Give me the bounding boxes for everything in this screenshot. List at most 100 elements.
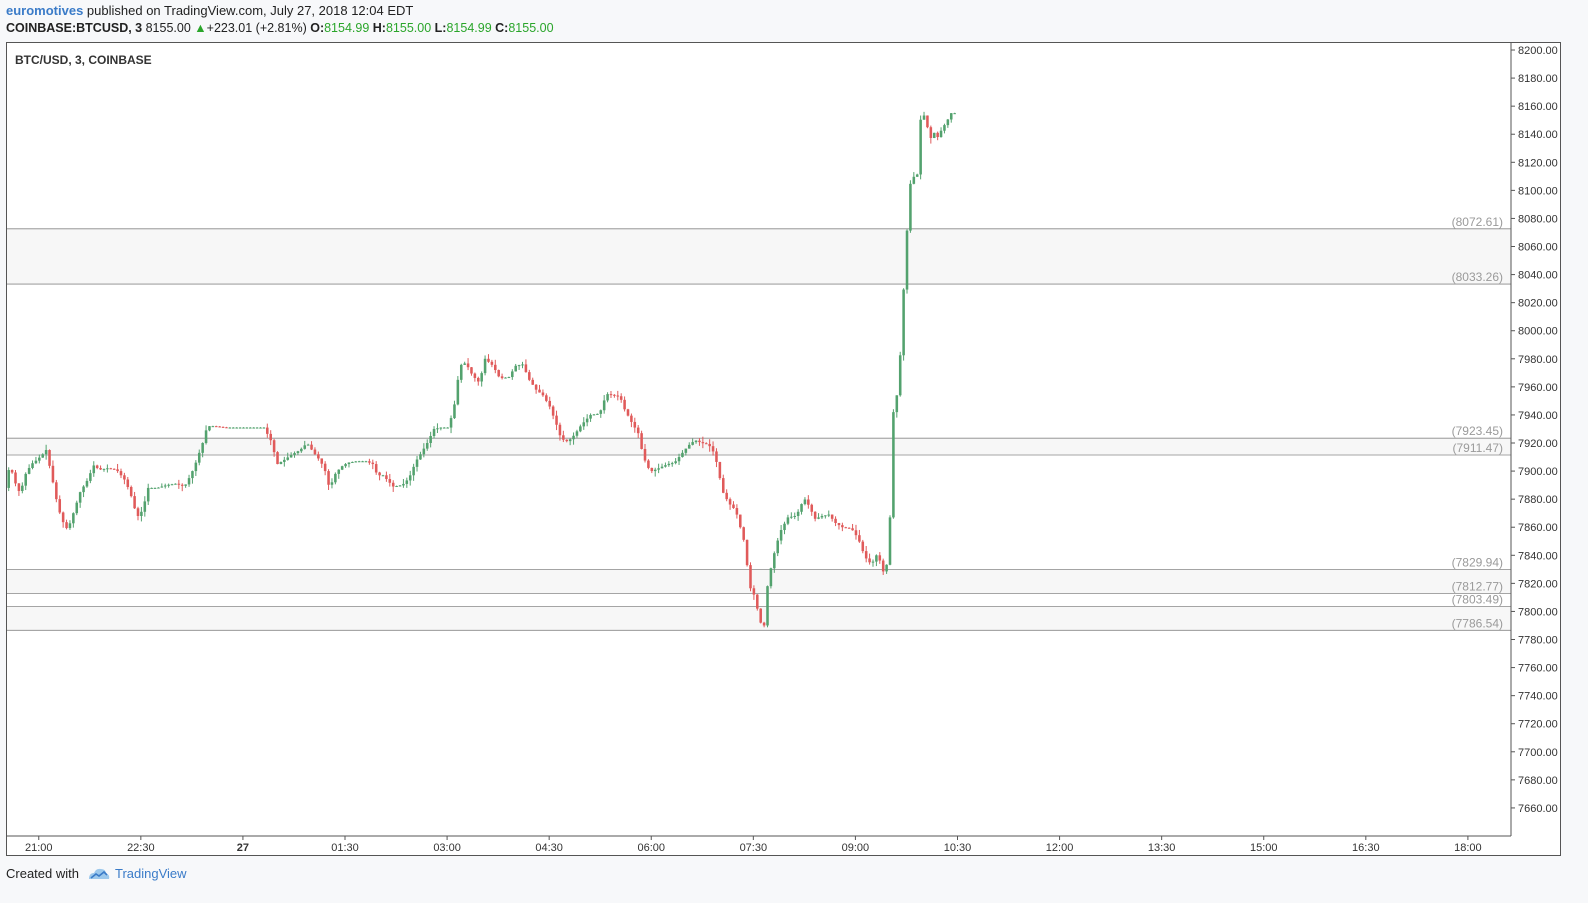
candle-body [905,230,909,290]
candle-body [357,461,361,463]
candle-body [575,431,579,436]
y-tick-label: 7800.00 [1518,606,1558,618]
candle-body [446,427,449,429]
candle-body [398,485,402,487]
candle-body [89,473,92,481]
y-tick-label: 7860.00 [1518,522,1558,534]
y-tick-label: 7880.00 [1518,494,1558,506]
level-label: (8072.61) [1452,215,1503,229]
candle-body [494,364,497,371]
candle-body [892,412,895,518]
candle-body [228,427,232,429]
candle-body [388,479,392,483]
candle-body [871,561,875,563]
candle-body [419,454,422,460]
candle-body [898,355,902,396]
y-tick-label: 7960.00 [1518,382,1558,394]
candle-body [44,450,48,455]
x-tick-label: 21:00 [25,842,53,854]
candle-body [555,415,558,425]
candle-body [55,482,58,500]
candle-body [803,499,807,505]
candle-body [126,479,130,487]
candle-body [245,427,249,429]
candle-body [830,514,834,519]
candle-body [153,487,157,489]
candle-body [841,525,844,528]
candle-body [936,132,939,138]
author-link[interactable]: euromotives [6,3,84,18]
x-tick-label: 06:00 [637,842,665,854]
y-tick-label: 7680.00 [1518,775,1558,787]
candle-body [10,470,14,473]
candle-body [487,358,490,362]
y-tick-label: 7920.00 [1518,438,1558,450]
candle-body [340,466,344,470]
candle-body [51,465,55,483]
candle-body [259,427,262,429]
candle-body [534,384,538,390]
y-tick-label: 8040.00 [1518,270,1558,282]
candle-body [888,517,892,565]
candle-body [953,113,956,115]
candle-body [545,395,548,401]
candle-body [102,468,106,470]
candle-body [538,389,541,393]
level-label: (7911.47) [1453,441,1503,455]
candle-body [708,443,711,447]
candle-body [432,428,436,436]
candle-body [313,449,317,455]
candle-body [211,426,215,428]
candle-body [221,426,225,428]
price-chart[interactable]: (8072.61) (8033.26) (7923.45) (7911.47) (782… [7,43,1560,855]
y-tick-label: 8180.00 [1518,73,1558,85]
candle-body [38,457,41,461]
candle-body [619,396,623,400]
candle-body [184,484,187,486]
candle-body [779,530,783,541]
candle-body [276,452,279,465]
candle-body [283,459,286,462]
candle-body [854,530,858,536]
candle-body [919,119,922,175]
candle-body [242,427,245,429]
candle-body [293,453,296,456]
change-value: +223.01 (+2.81%) [206,21,307,35]
candle-body [238,427,242,429]
candle-body [85,480,89,487]
candle-body [306,444,310,446]
chart-title: BTC/USD, 3, COINBASE [15,53,152,67]
candle-body [422,448,426,455]
candle-body [14,472,17,484]
candle-body [442,427,446,429]
y-tick-label: 8100.00 [1518,185,1558,197]
candle-body [347,462,351,465]
candle-body [524,364,528,373]
candle-body [17,483,21,492]
footer: Created with TradingView [6,866,187,881]
candle-body [596,413,599,415]
candle-body [453,404,456,419]
candle-body [170,484,174,486]
candle-body [317,454,320,459]
candle-body [677,457,681,462]
chart-panel[interactable]: (8072.61) (8033.26) (7923.45) (7911.47) (782… [6,42,1561,856]
candle-body [681,452,684,458]
candle-body [759,608,762,623]
candle-body [572,435,575,440]
candle-body [565,439,569,442]
candle-body [844,527,848,529]
candle-body [191,471,194,479]
candle-body [640,433,643,449]
candle-body [208,426,211,431]
level-label: (7786.54) [1452,616,1503,630]
candle-body [875,555,878,562]
candle-body [225,427,228,429]
candle-body [330,482,334,485]
level-zone [7,438,1511,455]
candle-body [626,409,630,416]
tradingview-link[interactable]: TradingView [114,866,187,881]
candle-body [255,427,259,429]
candle-body [456,379,460,405]
level-zone [7,228,1511,285]
